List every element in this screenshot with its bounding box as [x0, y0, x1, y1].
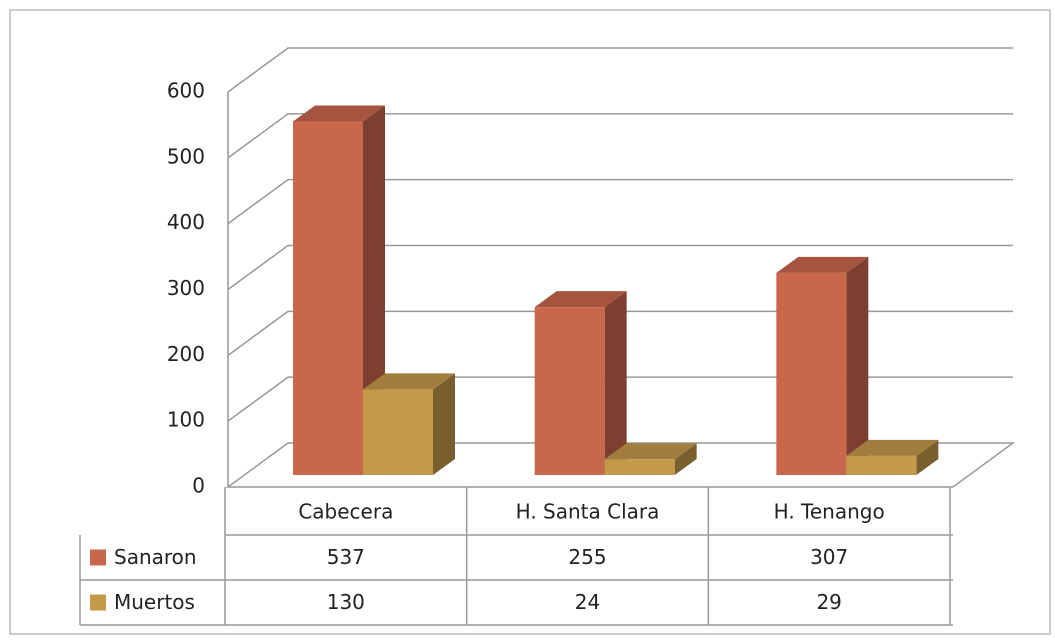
x-tick-label: H. Santa Clara [516, 500, 660, 524]
chart-border [9, 9, 1051, 635]
bar [363, 373, 455, 475]
table-value: 537 [327, 545, 365, 569]
y-tick-label: 600 [167, 79, 205, 103]
table-value: 255 [568, 545, 606, 569]
x-tick-label: Cabecera [298, 500, 393, 524]
legend-label: Sanaron [114, 545, 197, 569]
bar-front [363, 389, 433, 475]
bar-side [433, 373, 455, 475]
grid-line [227, 47, 1013, 93]
grid-line [227, 244, 1013, 291]
bar [604, 443, 697, 475]
y-tick-label: 200 [167, 342, 205, 366]
bar-front [776, 272, 847, 475]
bar-top [776, 256, 869, 273]
y-tick-label: 400 [167, 210, 205, 234]
y-tick-label: 500 [167, 144, 205, 168]
table-value: 29 [816, 590, 841, 614]
bar-side [846, 256, 869, 475]
table-value: 130 [327, 590, 365, 614]
bar [846, 439, 939, 475]
table-value: 24 [575, 590, 600, 614]
bar-top [846, 439, 939, 456]
bar [293, 105, 385, 475]
table-value: 307 [810, 545, 848, 569]
bar-side [604, 291, 627, 475]
grid-line [227, 178, 1013, 225]
legend-swatch [90, 549, 106, 566]
bar [534, 291, 627, 475]
bar-top [293, 105, 385, 122]
y-tick-label: 0 [192, 474, 205, 498]
bar [776, 256, 869, 475]
x-tick-label: H. Tenango [774, 500, 885, 524]
grid-line [227, 113, 1013, 159]
floor [225, 442, 1016, 488]
legend-label: Muertos [114, 590, 195, 614]
bar-side [674, 443, 697, 475]
bar-top [534, 291, 627, 308]
y-tick-label: 300 [167, 276, 205, 300]
grid-line [227, 310, 1013, 356]
bar-top [363, 373, 455, 390]
legend-swatch [90, 594, 106, 611]
grid-line [227, 376, 1013, 422]
y-tick-label: 100 [167, 408, 205, 432]
bar-front [293, 121, 363, 475]
bar-front [604, 459, 675, 475]
bar-front [534, 307, 605, 475]
bar-front [846, 455, 917, 475]
bar-top [604, 443, 697, 460]
bar-side [916, 439, 939, 475]
